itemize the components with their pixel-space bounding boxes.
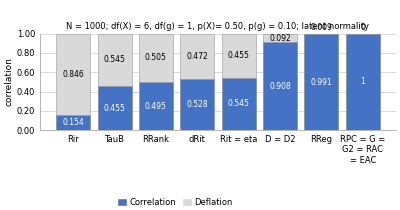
Text: 0.009: 0.009 [310, 23, 332, 32]
Text: 0.991: 0.991 [310, 78, 332, 87]
Bar [304, 34, 338, 130]
Text: 0.495: 0.495 [145, 102, 167, 111]
Text: 0.472: 0.472 [186, 52, 208, 61]
Text: 0.528: 0.528 [186, 100, 208, 109]
Text: 0.455: 0.455 [228, 51, 250, 60]
Text: 0.908: 0.908 [269, 82, 291, 91]
Text: 0.846: 0.846 [62, 70, 84, 79]
Text: 0.092: 0.092 [269, 34, 291, 43]
Bar [180, 79, 214, 130]
Bar [304, 34, 338, 130]
Text: 0.545: 0.545 [228, 99, 250, 108]
Bar [180, 34, 214, 130]
Bar [98, 86, 132, 130]
Bar [346, 34, 380, 130]
Bar [56, 115, 90, 130]
Bar [346, 34, 380, 130]
Bar [263, 42, 297, 130]
Text: 1: 1 [360, 77, 365, 86]
Bar [98, 34, 132, 130]
Bar [56, 34, 90, 130]
Y-axis label: correlation: correlation [5, 58, 14, 106]
Title: N = 1000; df(X) = 6, df(g) = 1, p(X)= 0.50, p(g) = 0.10; latent normality: N = 1000; df(X) = 6, df(g) = 1, p(X)= 0.… [66, 22, 370, 32]
Text: 0.455: 0.455 [104, 104, 126, 113]
Legend: Correlation, Deflation: Correlation, Deflation [114, 194, 236, 210]
Bar [222, 77, 256, 130]
Text: 0.545: 0.545 [104, 55, 126, 64]
Text: 0: 0 [360, 23, 365, 32]
Bar [222, 34, 256, 130]
Text: 0.505: 0.505 [145, 54, 167, 63]
Text: 0.154: 0.154 [62, 118, 84, 127]
Bar [263, 34, 297, 130]
Bar [139, 82, 173, 130]
Bar [139, 34, 173, 130]
